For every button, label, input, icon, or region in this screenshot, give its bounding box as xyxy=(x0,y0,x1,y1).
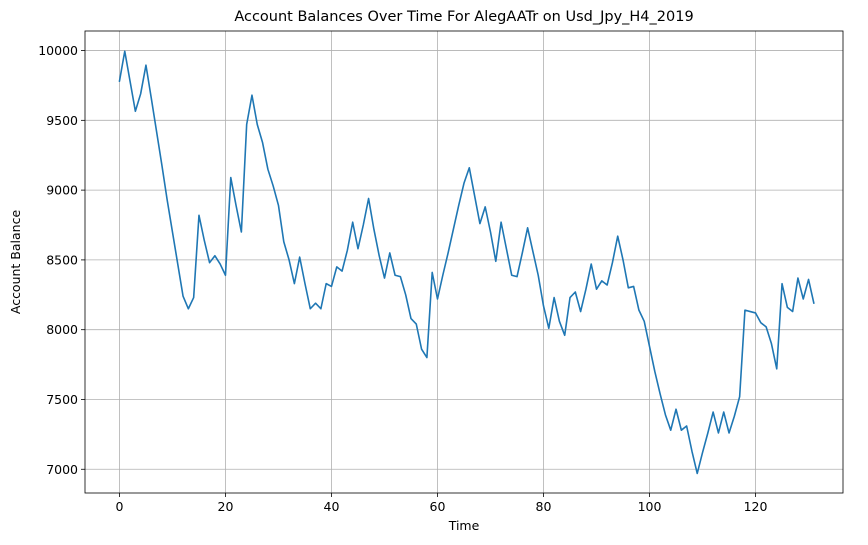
x-tick-label: 60 xyxy=(430,499,446,514)
y-tick-label: 9500 xyxy=(46,113,78,128)
x-tick-label: 80 xyxy=(536,499,552,514)
y-axis-label: Account Balance xyxy=(8,210,23,315)
x-tick-label: 40 xyxy=(324,499,340,514)
x-tick-label: 100 xyxy=(638,499,662,514)
x-tick-label: 0 xyxy=(115,499,123,514)
y-tick-label: 7500 xyxy=(46,392,78,407)
x-axis-label: Time xyxy=(448,518,480,533)
plot-frame xyxy=(84,30,844,494)
y-tick-label: 9000 xyxy=(46,183,78,198)
y-tick-label: 8500 xyxy=(46,252,78,267)
series-layer xyxy=(118,50,815,475)
y-tick-label: 8000 xyxy=(46,322,78,337)
grid xyxy=(85,31,843,493)
y-tick-label: 10000 xyxy=(38,43,78,58)
chart-title: Account Balances Over Time For AlegAATr … xyxy=(234,9,693,25)
x-tick-label: 120 xyxy=(744,499,768,514)
series-line-0 xyxy=(118,50,815,475)
y-axis: 7000 7500 8000 8500 9000 9500 10000 xyxy=(38,43,85,477)
x-axis: 0 20 40 60 80 100 120 xyxy=(115,493,768,514)
y-tick-label: 7000 xyxy=(46,462,78,477)
x-tick-label: 20 xyxy=(218,499,234,514)
